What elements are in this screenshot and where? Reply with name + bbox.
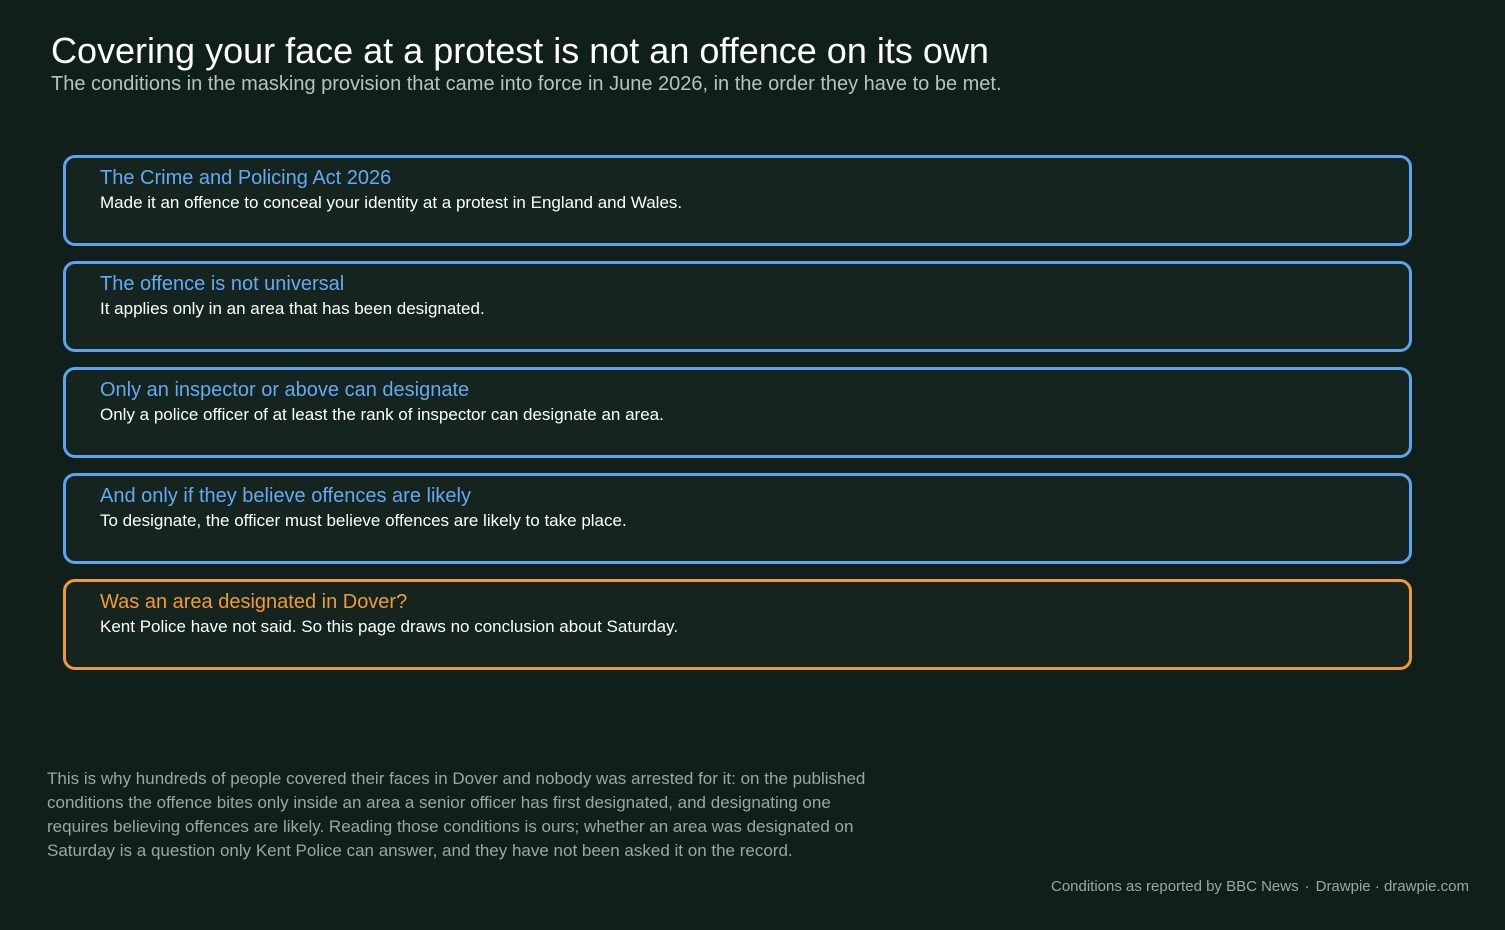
condition-list: The Crime and Policing Act 2026 Made it … <box>63 155 1412 685</box>
step-body: Made it an offence to conceal your ident… <box>100 193 683 212</box>
chart-subtitle: The conditions in the masking provision … <box>51 73 1002 95</box>
condition-step-4: And only if they believe offences are li… <box>63 473 1412 564</box>
condition-step-1: The Crime and Policing Act 2026 Made it … <box>63 155 1412 246</box>
step-body: Kent Police have not said. So this page … <box>100 617 679 636</box>
step-title: The offence is not universal <box>100 273 345 295</box>
step-title: Was an area designated in Dover? <box>100 591 408 613</box>
step-title: The Crime and Policing Act 2026 <box>100 167 392 189</box>
source-credit: Drawpie · drawpie.com <box>1315 878 1469 895</box>
source-line: Conditions as reported by BBC News · Drawp… <box>1051 877 1469 897</box>
source-attribution: Conditions as reported by BBC News <box>1050 878 1299 895</box>
source-separator: · <box>1304 878 1310 895</box>
explanatory-note: This is why hundreds of people covered t… <box>47 769 866 860</box>
open-question-step: Was an area designated in Dover? Kent Po… <box>63 579 1412 670</box>
step-title: And only if they believe offences are li… <box>100 485 471 507</box>
condition-step-3: Only an inspector or above can designate… <box>63 367 1412 458</box>
chart-title: Covering your face at a protest is not a… <box>51 30 989 71</box>
condition-step-2: The offence is not universal It applies … <box>63 261 1412 352</box>
step-body: To designate, the officer must believe o… <box>100 511 627 530</box>
step-title: Only an inspector or above can designate <box>100 379 470 401</box>
step-body: It applies only in an area that has been… <box>100 299 485 318</box>
step-body: Only a police officer of at least the ra… <box>100 405 664 424</box>
